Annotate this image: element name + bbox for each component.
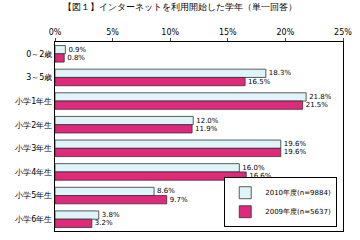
svg-text:21.8%: 21.8% [309,93,332,101]
svg-text:3.8%: 3.8% [102,211,120,219]
svg-text:【図１】インターネットを利用開始した学年（単一回答）: 【図１】インターネットを利用開始した学年（単一回答） [63,2,297,12]
svg-text:20%: 20% [277,28,295,37]
svg-text:0～2歳: 0～2歳 [26,50,52,59]
svg-text:12.0%: 12.0% [196,117,219,125]
svg-text:9.7%: 9.7% [170,196,188,204]
svg-text:8.6%: 8.6% [157,187,175,195]
svg-text:3～5歳: 3～5歳 [26,73,52,82]
svg-text:0.9%: 0.9% [68,46,86,54]
svg-text:小学2年生: 小学2年生 [15,120,52,129]
svg-text:0%: 0% [49,28,62,37]
svg-text:小学1年生: 小学1年生 [15,97,52,106]
svg-text:10%: 10% [161,28,179,37]
svg-text:小学4年生: 小学4年生 [15,168,52,177]
svg-text:19.6%: 19.6% [284,140,307,148]
svg-text:3.2%: 3.2% [95,219,113,227]
svg-text:2010年度(n=9884): 2010年度(n=9884) [265,189,331,197]
svg-text:2009年度(n=5637): 2009年度(n=5637) [265,208,331,216]
svg-text:小学5年生: 小学5年生 [15,191,52,200]
svg-text:0.8%: 0.8% [67,54,85,62]
svg-text:小学6年生: 小学6年生 [15,215,52,224]
svg-text:25%: 25% [334,28,352,37]
svg-text:18.3%: 18.3% [269,69,292,77]
svg-text:小学3年生: 小学3年生 [15,144,52,153]
svg-text:16.6%: 16.6% [249,172,272,181]
svg-text:16.0%: 16.0% [242,164,265,172]
svg-text:21.5%: 21.5% [306,101,329,109]
svg-text:16.5%: 16.5% [248,78,271,86]
svg-text:11.9%: 11.9% [195,125,218,133]
svg-text:15%: 15% [219,28,237,37]
svg-text:5%: 5% [106,28,119,37]
svg-text:19.6%: 19.6% [284,148,307,156]
